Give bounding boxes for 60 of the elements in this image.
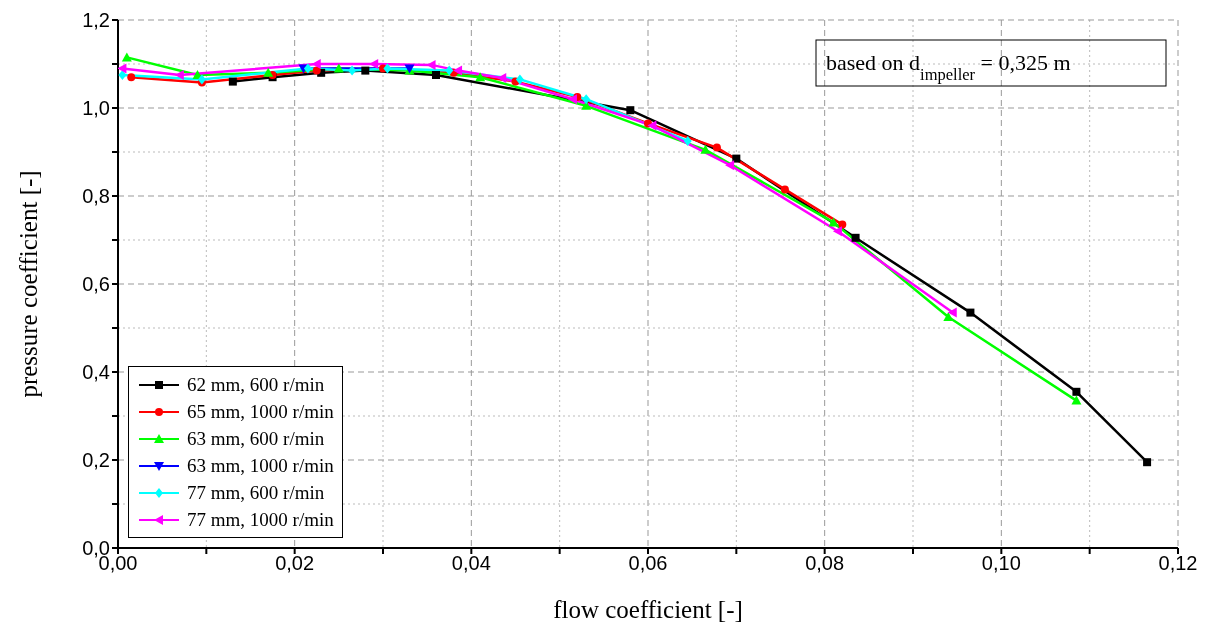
point (647, 120, 657, 131)
legend-label: 65 mm, 1000 r/min (187, 400, 334, 423)
point (683, 136, 692, 146)
point (348, 65, 357, 76)
point (361, 66, 370, 75)
point (263, 67, 274, 77)
legend-label: 77 mm, 1000 r/min (187, 508, 334, 531)
y-tick-label: 0,2 (82, 449, 110, 472)
point (118, 63, 127, 74)
y-tick-label: 1,2 (82, 9, 110, 32)
point (567, 94, 577, 105)
y-tick-label: 0,6 (82, 273, 110, 296)
x-tick-label: 0,06 (628, 552, 668, 575)
x-tick-label: 0,08 (805, 552, 845, 575)
point (383, 63, 392, 74)
point (626, 106, 635, 115)
point (780, 185, 789, 194)
point (851, 233, 860, 242)
point (725, 160, 735, 171)
annotation: based on d$_{impeller}$ = 0,325 m (826, 50, 1071, 84)
point (515, 74, 524, 85)
point (497, 73, 507, 84)
point (828, 217, 839, 227)
x-axis-title: flow coefficient [-] (553, 596, 743, 623)
x-tick-label: 0,12 (1158, 552, 1198, 575)
point (311, 59, 321, 69)
point (947, 307, 957, 318)
point (1071, 395, 1082, 405)
point (118, 70, 127, 80)
point (1072, 387, 1081, 396)
point (475, 72, 486, 82)
point (712, 143, 721, 152)
legend-label: 63 mm, 600 r/min (187, 427, 325, 450)
y-tick-label: 0,4 (82, 361, 110, 384)
y-tick-label: 0,8 (82, 185, 110, 208)
point (432, 71, 440, 79)
point (453, 65, 463, 76)
point (966, 308, 975, 317)
point (700, 144, 711, 154)
point (333, 63, 344, 73)
point (312, 66, 321, 75)
x-tick-label: 0,02 (275, 552, 315, 575)
legend-label: 62 mm, 600 r/min (187, 373, 325, 396)
point (732, 154, 741, 163)
point (1143, 458, 1152, 467)
legend-label: 77 mm, 600 r/min (187, 481, 325, 504)
x-tick-label: 0,10 (981, 552, 1021, 575)
point (197, 74, 206, 85)
point (582, 94, 591, 105)
x-tick-label: 0,04 (451, 552, 491, 575)
point (445, 65, 454, 76)
legend-label: 63 mm, 1000 r/min (187, 454, 334, 477)
point (174, 70, 184, 80)
point (121, 52, 132, 62)
point (228, 77, 237, 86)
point (832, 226, 842, 237)
y-tick-label: 1,0 (82, 97, 110, 120)
y-axis-title: pressure coefficient [-] (14, 170, 42, 398)
point (127, 73, 136, 82)
note-frame: based on d$_{impeller}$ = 0,325 m (815, 39, 1167, 87)
